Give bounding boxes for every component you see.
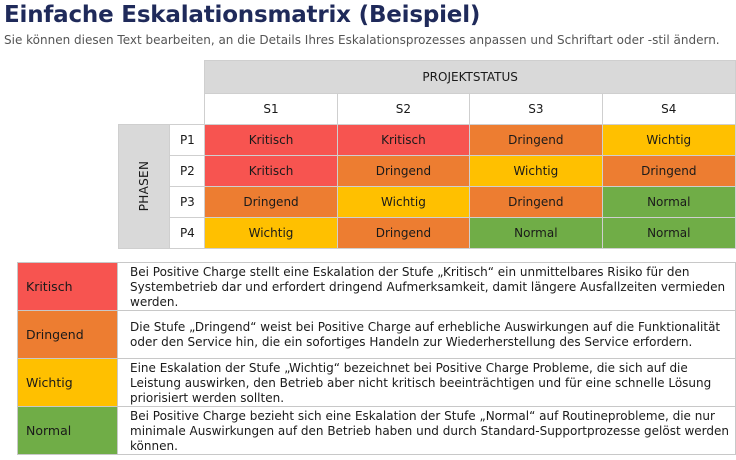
legend-row: Normal Bei Positive Charge bezieht sich … [17,406,736,455]
page-subtitle: Sie können diesen Text bearbeiten, an di… [4,33,720,47]
legend-level: Normal [17,406,118,455]
row-group-header: PHASEN [117,123,171,249]
legend-row: Dringend Die Stufe „Dringend“ weist bei … [17,310,736,359]
legend-description: Bei Positive Charge bezieht sich eine Es… [117,406,736,455]
matrix-cell: Normal [469,216,603,249]
matrix-cell: Wichtig [601,123,736,156]
legend-level: Kritisch [17,262,118,311]
matrix-cell: Kritisch [336,123,471,156]
matrix-cell: Dringend [601,154,736,187]
matrix-cell: Normal [601,216,736,249]
legend-level: Dringend [17,310,118,359]
legend-row: Kritisch Bei Positive Charge stellt eine… [17,262,736,311]
matrix-cell: Kritisch [204,154,338,187]
matrix-corner [119,94,205,125]
column-header: S3 [469,93,603,125]
legend-level: Wichtig [17,358,118,407]
column-group-header: PROJEKTSTATUS [204,60,736,94]
matrix-cell: Wichtig [204,216,338,249]
row-header: P4 [169,216,206,249]
matrix-cell: Wichtig [469,154,603,187]
row-header: P3 [169,185,206,218]
matrix-cell: Dringend [336,154,471,187]
matrix-cell: Dringend [204,185,338,218]
column-header: S4 [601,93,736,125]
legend-description: Bei Positive Charge stellt eine Eskalati… [117,262,736,311]
matrix-corner [119,61,205,94]
matrix-cell: Dringend [469,185,603,218]
column-header: S2 [336,93,471,125]
escalation-legend: Kritisch Bei Positive Charge stellt eine… [17,262,736,455]
escalation-matrix: PROJEKTSTATUS S1 S2 S3 S4 PHASEN P1 Krit… [117,60,736,249]
legend-row: Wichtig Eine Eskalation der Stufe „Wicht… [17,358,736,407]
matrix-cell: Dringend [469,123,603,156]
matrix-cell: Dringend [336,216,471,249]
matrix-cell: Wichtig [336,185,471,218]
matrix-cell: Normal [601,185,736,218]
row-header: P1 [169,123,206,156]
row-header: P2 [169,154,206,187]
page-title: Einfache Eskalationsmatrix (Beispiel) [4,2,481,28]
legend-description: Die Stufe „Dringend“ weist bei Positive … [117,310,736,359]
column-header: S1 [204,93,338,125]
matrix-cell: Kritisch [204,123,338,156]
row-group-label: PHASEN [137,160,152,212]
legend-description: Eine Eskalation der Stufe „Wichtig“ beze… [117,358,736,407]
